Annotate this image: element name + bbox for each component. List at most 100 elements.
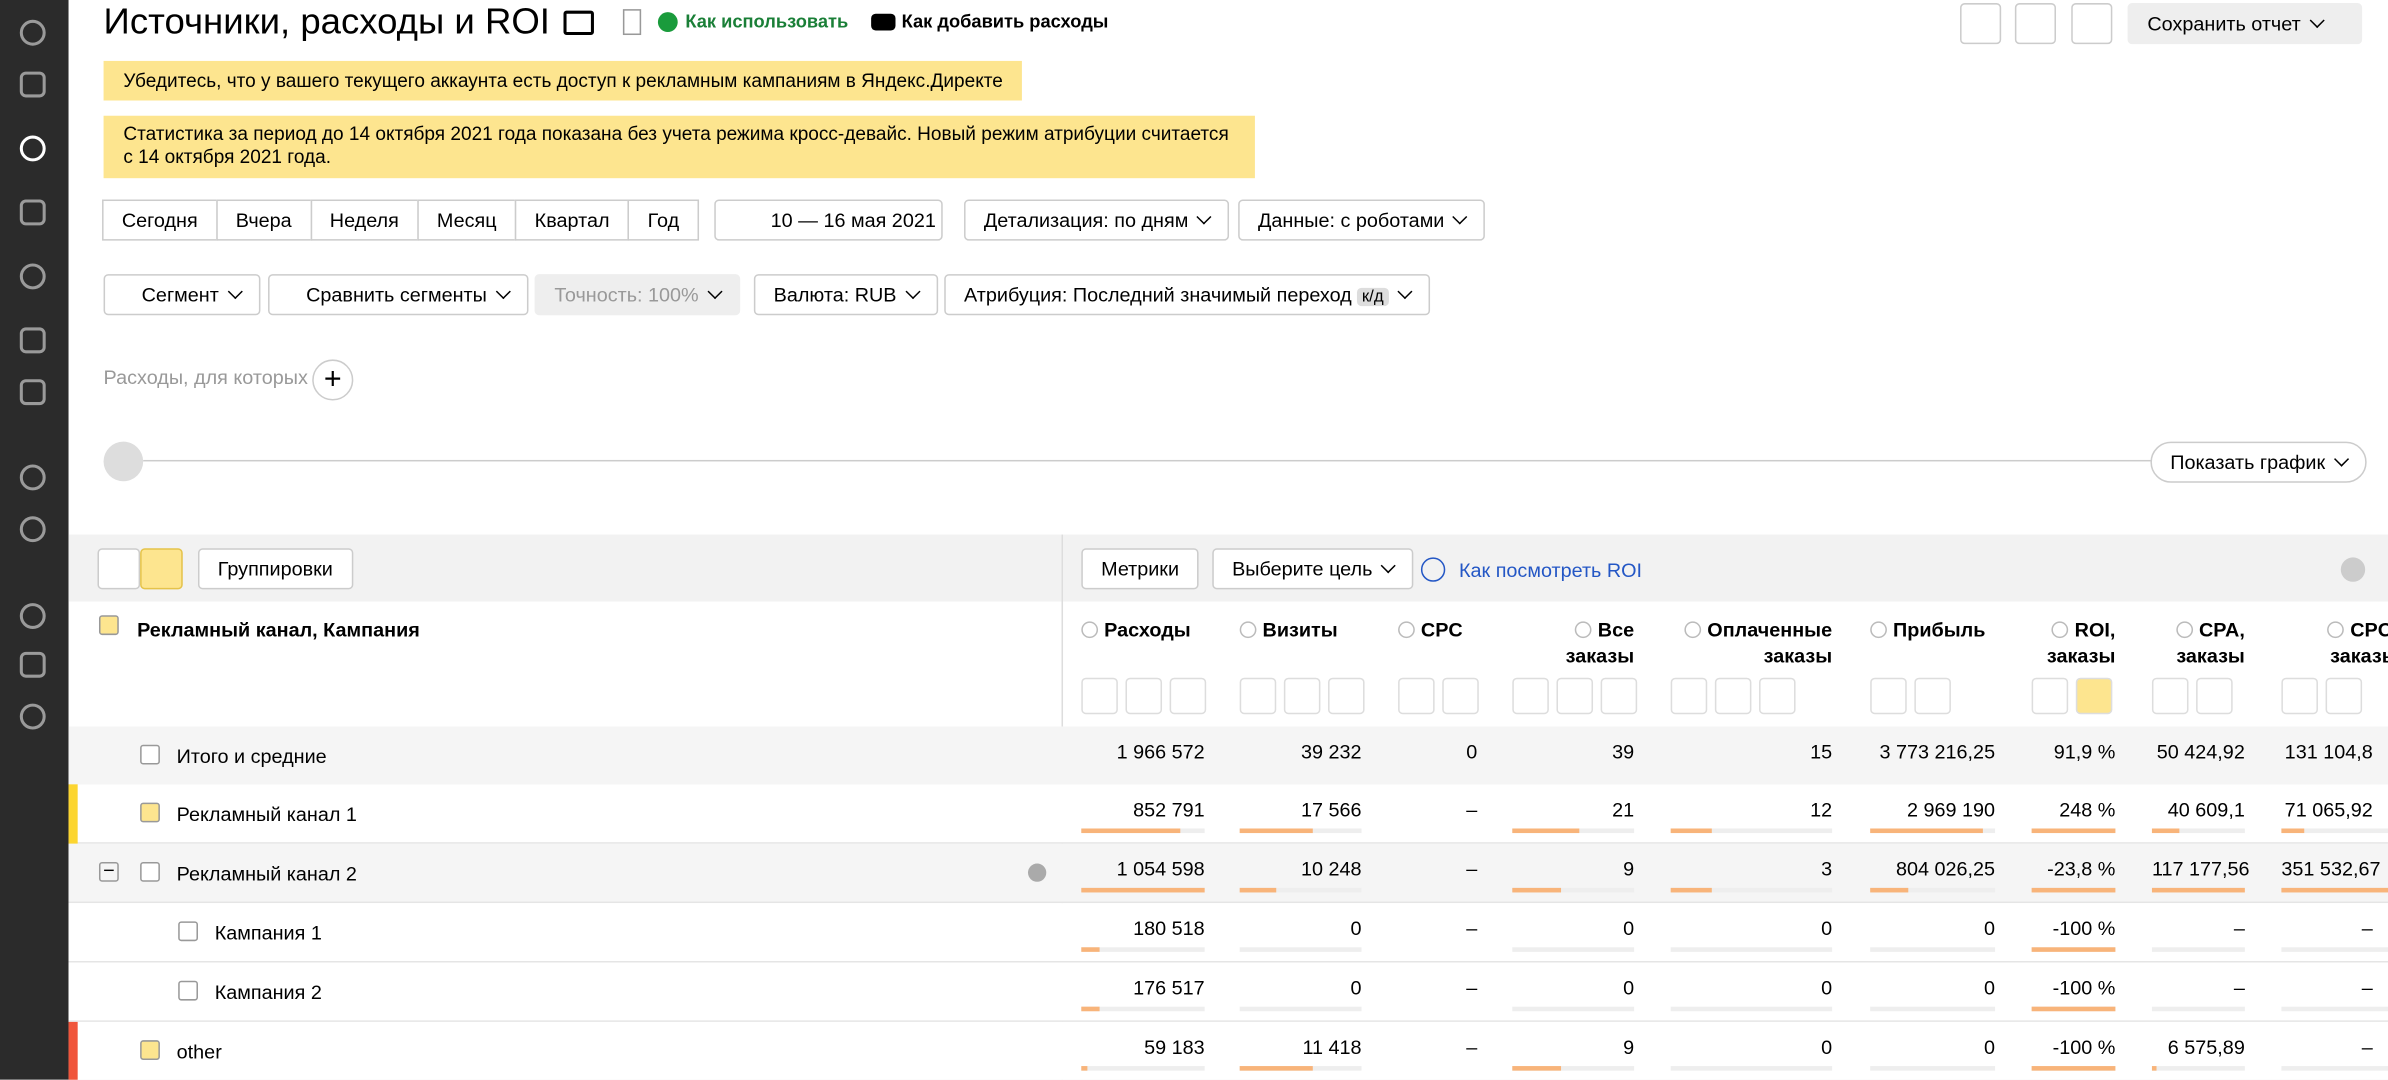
checkbox[interactable] [98,615,119,636]
compare-dropdown[interactable]: Сравнить сегменты [268,274,528,316]
export-button[interactable] [2014,3,2056,45]
view-toggle[interactable] [1759,677,1796,715]
cell-value: – [2361,976,2373,1000]
bar-fill [2031,1066,2116,1071]
view-toggle[interactable] [2075,677,2113,715]
column-header[interactable]: Прибыль [1870,617,1995,643]
view-toggle[interactable] [1600,677,1638,715]
detail-dropdown[interactable]: Детализация: по дням [964,199,1230,241]
column-title: CPA, заказы [2176,618,2245,668]
view-toggle[interactable] [2325,677,2363,715]
goal-dropdown[interactable]: Выберите цель [1212,548,1414,590]
bookmark-icon[interactable] [622,9,642,36]
cell-value: 0 [1350,976,1362,1000]
show-chart-button[interactable]: Показать график [2150,441,2367,483]
period-button[interactable]: Месяц [417,199,517,241]
groupings-label: Группировки [217,557,333,581]
view-toggle[interactable] [2031,677,2069,715]
notice: Убедитесь, что у вашего текущего аккаунт… [103,60,1023,101]
column-title: Расходы [1104,618,1191,642]
groupings-button[interactable]: Группировки [197,548,353,590]
cell-value: 176 517 [1133,976,1205,1000]
view-toggle[interactable] [1714,677,1752,715]
table-row [68,903,2388,963]
period-button[interactable]: Вчера [215,199,312,241]
view-toggle[interactable] [2196,677,2233,715]
cell-value: 0 [1984,976,1996,1000]
save-report-button[interactable]: Сохранить отчет [2127,3,2363,45]
view-toggle[interactable] [1239,677,1277,715]
checkbox[interactable] [178,921,198,942]
roi-help-link[interactable]: Как посмотреть ROI [1458,558,1643,582]
column-header[interactable]: CPA, заказы [2152,617,2245,669]
collapse-button[interactable]: − [98,860,119,882]
date-picker[interactable]: 10 — 16 мая 2021 [714,199,943,241]
cell-value: – [1466,798,1478,821]
checkbox[interactable] [178,980,198,1001]
help-link[interactable]: Как использовать [685,10,849,32]
period-button[interactable]: Квартал [514,199,630,241]
docs-icon[interactable] [563,10,594,36]
currency-dropdown[interactable]: Валюта: RUB [753,274,938,316]
checkbox[interactable] [140,744,160,765]
column-title: ROI, заказы [2046,618,2116,668]
bar-fill [1081,887,1205,893]
bar-fill [1081,828,1180,834]
add-expense-button[interactable]: + [312,359,354,401]
period-button[interactable]: Неделя [309,199,419,241]
view-toggle[interactable] [1283,677,1321,715]
view-toggle[interactable] [1870,677,1907,715]
column-header[interactable]: CPO, заказы [2281,617,2388,669]
cell-value: 0 [1821,1035,1833,1059]
cell-value: 1 054 598 [1116,857,1205,881]
checkbox[interactable] [140,861,160,882]
bar-track [1670,887,1833,893]
history-button[interactable] [1960,3,2002,45]
view-toggle[interactable] [1398,677,1435,715]
column-header[interactable]: Визиты [1239,617,1362,643]
save-label: Сохранить отчет [2147,12,2301,36]
view-toggle[interactable] [1328,677,1365,715]
view-toggle[interactable] [1670,677,1708,715]
view-toggle[interactable] [1914,677,1951,715]
list-view-button[interactable] [97,548,141,590]
period-button[interactable]: Сегодня [102,199,218,241]
cell-value: 3 [1821,857,1833,881]
bar-track [2281,1006,2388,1012]
column-title: Оплаченные заказы [1707,618,1833,668]
metrics-button[interactable]: Метрики [1081,548,1199,590]
segment-label: Сегмент [141,283,219,307]
cell-value: 0 [1984,1035,1996,1059]
column-header[interactable]: Расходы [1081,617,1204,643]
column-header[interactable]: ROI, заказы [2032,617,2116,669]
settings-icon[interactable] [2340,557,2366,582]
compare-button[interactable] [2071,3,2113,45]
segment-dropdown[interactable]: Сегмент [103,274,260,316]
data-dropdown[interactable]: Данные: с роботами [1238,199,1486,241]
cell-value: 0 [1350,916,1362,940]
view-toggle[interactable] [1081,677,1118,715]
view-toggle[interactable] [1512,677,1549,715]
view-toggle[interactable] [1125,677,1163,715]
cell-value: 71 065,92 [2284,798,2373,821]
view-toggle[interactable] [2281,677,2318,715]
cell-value: 9 [1623,1035,1635,1059]
bar-fill [1081,1066,1088,1071]
cell-value: 0 [1821,916,1833,940]
cell-value: 1 966 572 [1116,740,1205,764]
video-link[interactable]: Как добавить расходы [901,10,1109,32]
view-toggle[interactable] [1556,677,1594,715]
view-toggle[interactable] [1442,677,1479,715]
view-toggle[interactable] [2151,677,2189,715]
checkbox[interactable] [140,802,160,823]
view-toggle[interactable] [1169,677,1207,715]
dimension-header: Рекламный канал, Кампания [137,618,420,642]
bar-track [1870,1066,1996,1071]
column-header[interactable]: Все заказы [1512,617,1635,669]
checkbox[interactable] [140,1040,160,1060]
tree-view-button[interactable] [140,548,183,590]
column-header[interactable]: Оплаченные заказы [1671,617,1832,669]
column-header[interactable]: CPC [1398,617,1477,643]
period-button[interactable]: Год [627,199,699,241]
attribution-dropdown[interactable]: Атрибуция: Последний значимый переход к/… [944,274,1430,316]
